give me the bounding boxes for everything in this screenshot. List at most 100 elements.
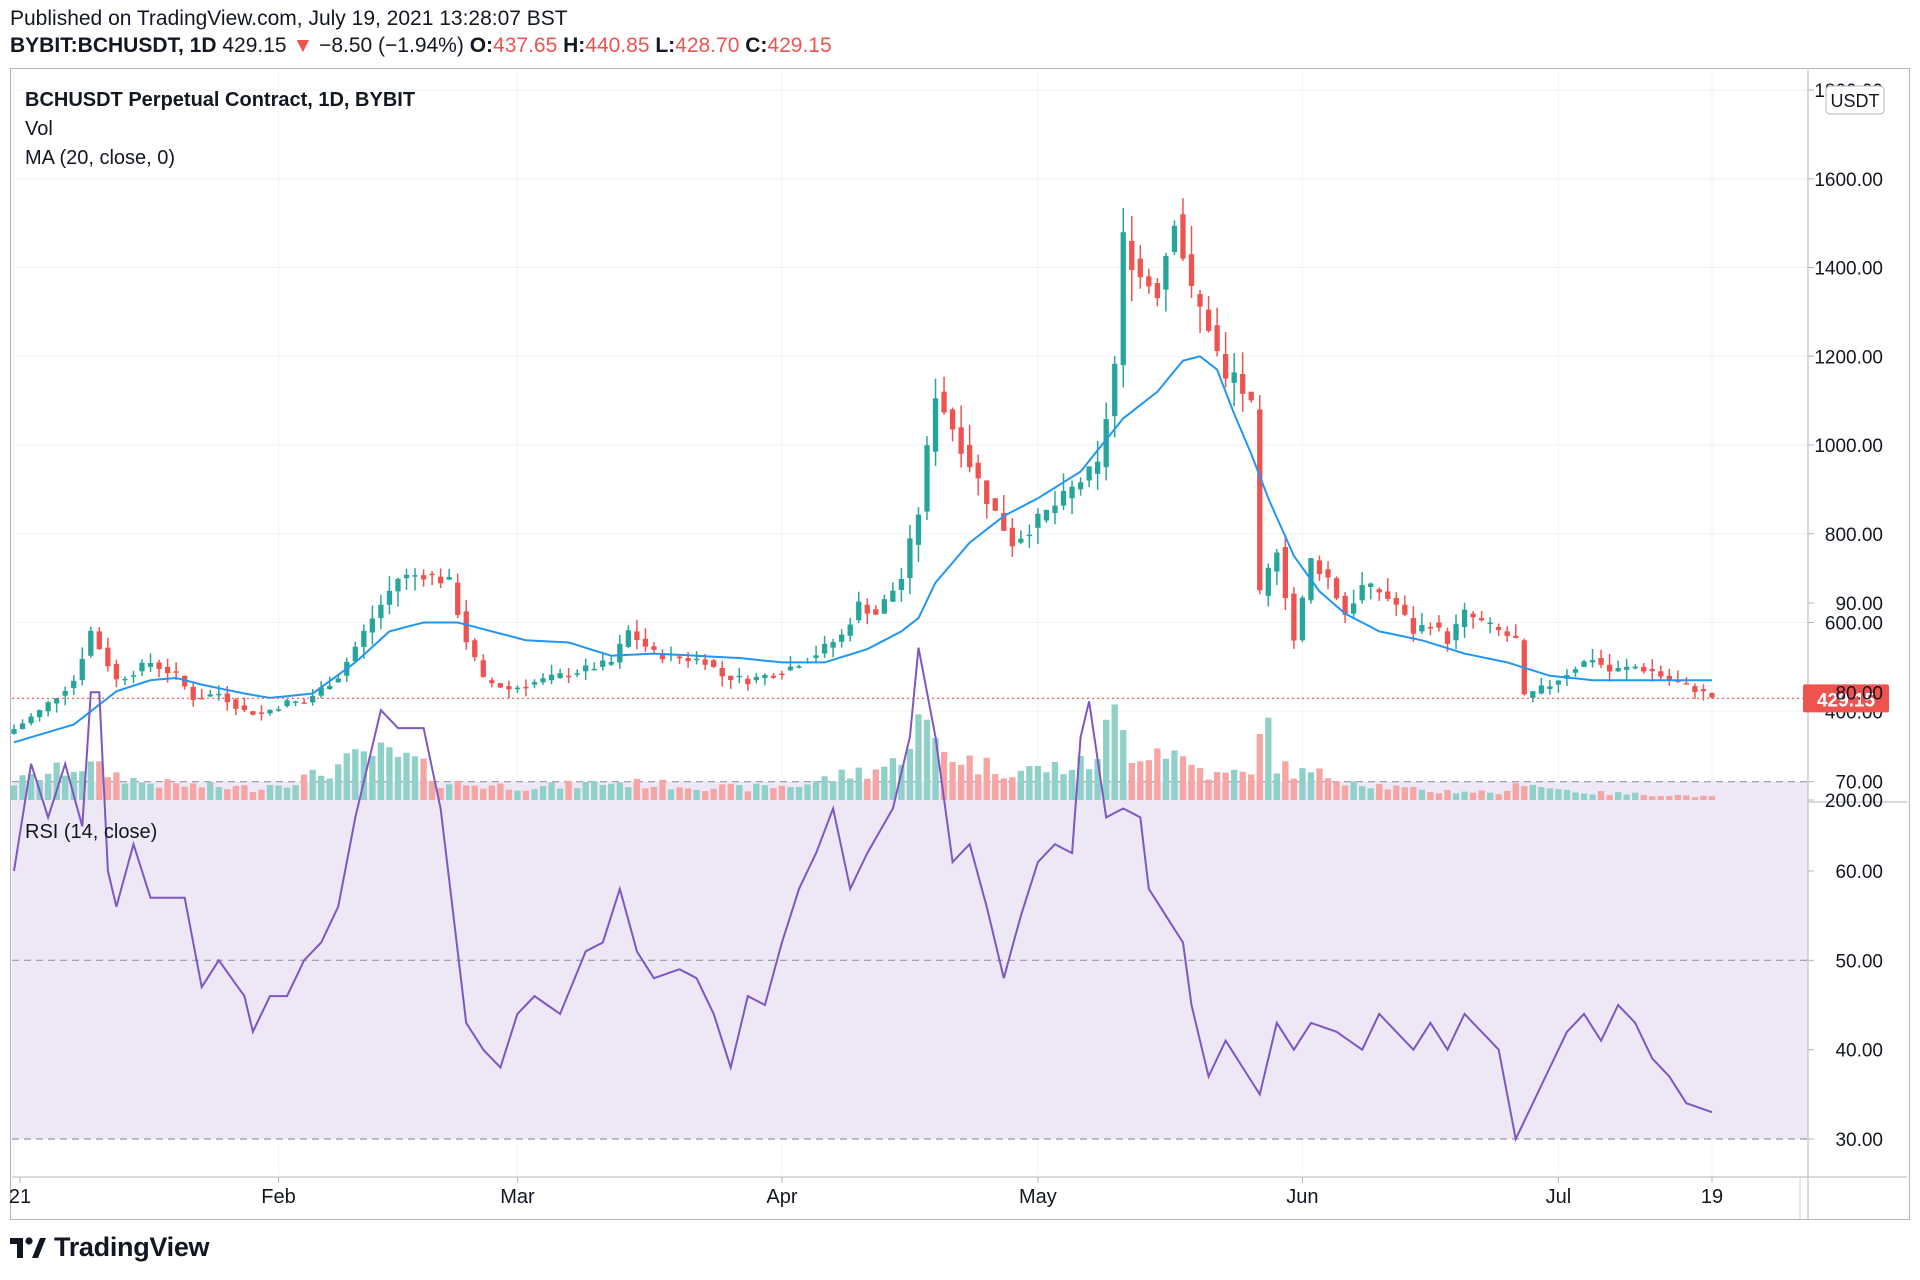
time-tick-label: Jun [1286,1186,1318,1208]
candle-body [1231,372,1237,383]
candle-body [1385,591,1391,599]
candle-body [642,638,649,647]
volume-bar [582,782,589,800]
candle-body [1222,354,1229,379]
candle-body [173,671,179,673]
candle-body [932,398,939,452]
candle-body [1487,622,1493,624]
candle-body [1052,505,1058,514]
time-tick-label: Apr [766,1186,797,1208]
volume-bar [1316,768,1323,800]
volume-bar [62,775,69,800]
volume-bar [1290,778,1298,800]
candle-body [992,498,998,511]
candle-body [608,661,614,665]
volume-legend[interactable]: Vol [25,118,53,140]
volume-bar [275,785,282,800]
volume-bar [1000,778,1007,800]
close-value: 429.15 [767,34,832,57]
volume-bar [1691,797,1699,800]
candle-body [1069,486,1075,499]
volume-bar [727,783,734,800]
volume-bar [812,781,820,800]
volume-bar [1495,794,1502,800]
candle-body [361,630,367,647]
price-tick-label: 1600.00 [1814,170,1883,191]
ma-legend[interactable]: MA (20, close, 0) [25,147,176,169]
volume-bar [1154,748,1161,800]
volume-bar [1231,769,1238,800]
volume-bar [522,790,530,800]
high-value: 440.85 [585,34,650,57]
candle-body [1692,686,1698,692]
volume-bar [172,783,180,800]
volume-bar [27,773,35,800]
volume-bar [113,772,120,800]
volume-bar [1205,779,1212,800]
candle-body [1368,583,1374,587]
volume-bar [633,778,641,800]
candle-body [190,686,196,701]
ma-line-path [13,355,1712,744]
chart-legend-title[interactable]: BCHUSDT Perpetual Contract, 1D, BYBIT [25,89,416,111]
volume-bar [1435,793,1443,800]
tradingview-brand[interactable]: TradingView [10,1232,210,1263]
time-tick-label: 19 [1701,1186,1723,1208]
candle-body [1333,578,1340,599]
candle-body [1470,613,1476,618]
candle-body [54,698,60,704]
candle-body [378,604,384,619]
volume-bar [847,778,854,800]
candle-body [1316,560,1323,575]
candle-body [847,624,853,636]
candle-body [967,445,973,468]
rsi-line [13,647,1713,1143]
volume-bar [829,781,837,800]
volume-bar [1111,704,1118,800]
candle-body [88,630,94,656]
volume-bar [326,778,333,800]
candle-body [1658,671,1664,677]
volume-bar [915,714,922,800]
volume-bar [1162,758,1170,800]
candle-body [600,660,606,667]
volume-bar [949,761,956,800]
candle-body [651,646,657,650]
rsi-band-fill [12,781,1808,1139]
candle-body [1683,683,1690,685]
candle-body [36,710,43,718]
volume-bar [1640,795,1647,800]
volume-bar [898,764,905,800]
volume-bar [360,751,367,800]
volume-bar [87,761,94,800]
candle-body [591,668,597,671]
volume-bar [710,788,717,800]
candle-body [830,642,836,648]
candle-body [1461,609,1468,627]
volume-bar [744,791,751,800]
volume-bar [1359,786,1366,800]
volume-bar [940,752,948,800]
rsi-legend[interactable]: RSI (14, close) [25,821,158,843]
volume-bar [642,788,649,800]
candlesticks [11,198,1715,735]
volume-bar [1666,796,1673,800]
volume-bar [224,789,231,800]
currency-label: USDT [1831,91,1880,111]
candle-body [984,480,990,504]
volume-bar [1333,781,1340,800]
symbol-label[interactable]: BYBIT:BCHUSDT, 1D [10,34,217,57]
candle-body [1299,597,1306,641]
candle-body [139,662,145,672]
volume-bar [625,787,632,800]
candle-body [233,699,239,709]
candle-body [523,686,529,689]
price-tick-label: 200.00 [1825,791,1883,812]
candle-body [1265,567,1271,596]
candle-body [787,666,794,671]
volume-bar [923,719,931,800]
volume-bar [565,780,572,800]
candle-body [1581,661,1587,667]
volume-bar [821,776,828,800]
